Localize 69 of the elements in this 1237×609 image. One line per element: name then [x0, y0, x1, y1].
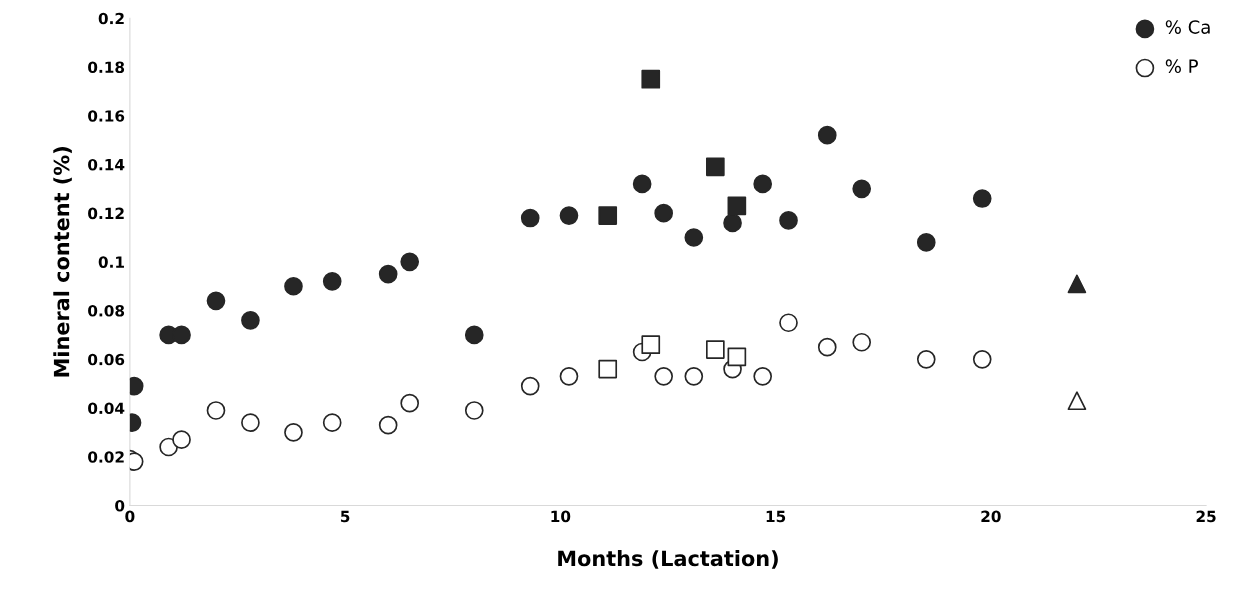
x-tick-label: 25	[1196, 510, 1216, 523]
legend-label: % P	[1165, 59, 1198, 74]
point	[916, 349, 936, 369]
x-tick-label: 10	[551, 510, 571, 523]
point	[684, 367, 704, 386]
x-axis-title: Months (Lactation)	[558, 550, 778, 569]
point	[632, 174, 652, 194]
x-tick-label: 20	[981, 510, 1001, 523]
y-tick-label: 0.02	[88, 451, 124, 463]
point	[972, 189, 992, 208]
point	[641, 335, 661, 355]
point	[753, 367, 773, 386]
point	[322, 413, 342, 432]
point	[400, 393, 420, 413]
point	[284, 276, 303, 296]
point	[684, 228, 704, 247]
point	[852, 179, 872, 199]
x-tick-label: 5	[340, 510, 350, 523]
y-tick-label: 0.08	[88, 305, 125, 317]
point	[727, 196, 747, 216]
point	[464, 325, 484, 345]
legend-label: % Ca	[1165, 20, 1210, 34]
point	[559, 367, 579, 386]
point	[241, 310, 260, 330]
point	[817, 337, 837, 357]
point	[241, 413, 260, 432]
point	[172, 430, 191, 450]
point	[916, 233, 936, 252]
y-axis-title: Mineral content (%)	[53, 147, 72, 377]
point	[206, 291, 226, 311]
point	[284, 423, 303, 442]
point	[972, 349, 992, 369]
y-tick-label: 0	[115, 499, 125, 512]
point	[779, 211, 798, 230]
point	[1067, 274, 1087, 294]
point	[852, 332, 872, 352]
point	[400, 252, 420, 272]
point	[464, 401, 484, 420]
point	[705, 340, 725, 359]
point	[520, 208, 540, 228]
point	[723, 213, 742, 233]
y-tick-label: 0.14	[88, 158, 125, 171]
point	[559, 206, 579, 225]
point	[817, 125, 837, 145]
y-tick-label: 0.18	[88, 61, 125, 74]
y-tick-label: 0.04	[88, 402, 125, 415]
point	[378, 264, 398, 284]
x-tick-label: 0	[125, 510, 135, 523]
y-tick-label: 0.16	[88, 110, 125, 122]
point	[654, 367, 674, 386]
point	[654, 203, 674, 223]
point	[753, 174, 773, 194]
point	[705, 157, 725, 177]
point	[520, 376, 540, 396]
point	[641, 69, 661, 89]
point	[172, 325, 191, 345]
point	[598, 359, 618, 379]
point	[206, 401, 226, 420]
y-tick-label: 0.1	[98, 256, 124, 268]
point	[1067, 391, 1087, 411]
point	[779, 313, 798, 333]
point	[598, 206, 618, 225]
y-tick-label: 0.2	[98, 12, 124, 25]
point	[727, 347, 747, 367]
point	[322, 272, 342, 291]
point	[378, 415, 398, 435]
x-tick-label: 15	[766, 510, 786, 523]
y-tick-label: 0.06	[88, 353, 125, 366]
y-tick-label: 0.12	[88, 207, 124, 220]
